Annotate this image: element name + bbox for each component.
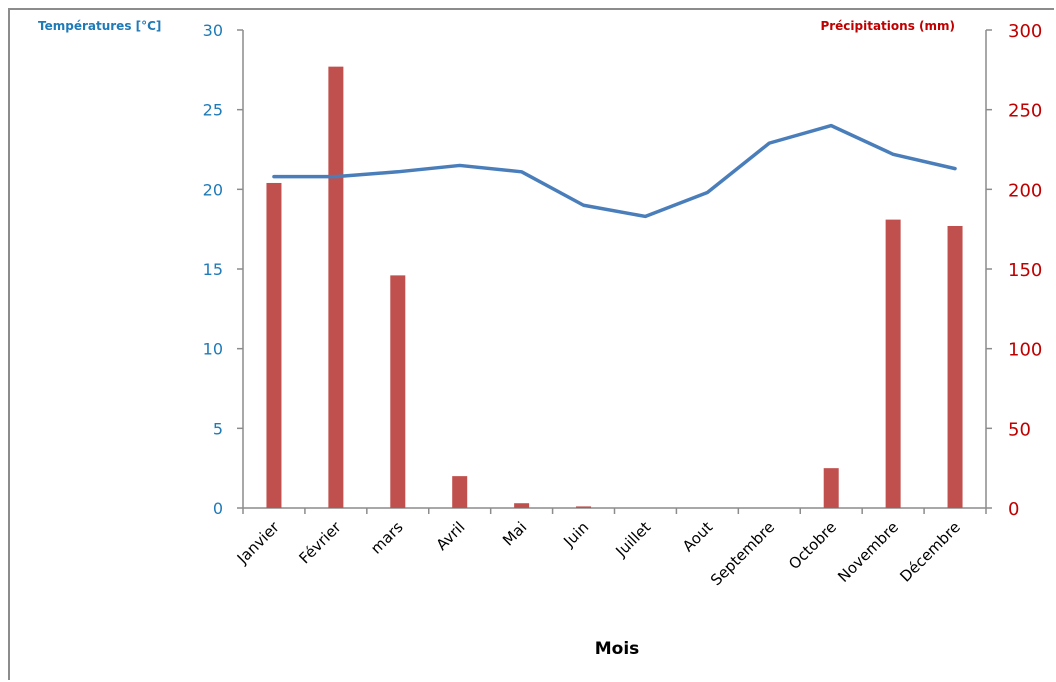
precipitation-bar	[390, 275, 406, 508]
right-tick-label: 150	[1008, 260, 1042, 281]
precipitation-bars-group	[266, 66, 963, 509]
right-tick-label: 200	[1008, 180, 1042, 201]
precipitation-bar	[576, 506, 592, 508]
precipitation-bar	[266, 182, 282, 508]
x-tick-label: Février	[295, 518, 345, 568]
right-axis-title: Précipitations (mm)	[820, 19, 955, 33]
right-tick-label: 300	[1008, 21, 1042, 42]
temperature-line	[272, 123, 957, 219]
left-tick-label: 30	[203, 21, 223, 40]
left-axis-title: Températures [°C]	[38, 19, 161, 33]
precipitation-bar	[514, 503, 530, 508]
axes-group	[237, 29, 992, 514]
x-tick-label: Juin	[559, 518, 592, 551]
x-tick-label: Septembre	[707, 518, 778, 589]
x-tick-label: Mai	[499, 518, 530, 549]
x-tick-label: Avril	[433, 518, 469, 554]
precipitation-bar	[452, 476, 468, 508]
precipitation-bar	[947, 225, 963, 509]
x-tick-label: Octobre	[785, 518, 840, 573]
right-tick-label: 50	[1008, 419, 1031, 440]
x-tick-label: Décembre	[896, 518, 964, 586]
precipitation-bar	[885, 219, 901, 508]
x-tick-label: Novembre	[834, 518, 902, 586]
x-axis-title: Mois	[595, 639, 640, 659]
left-tick-label: 0	[213, 499, 223, 518]
x-tick-label: Juillet	[611, 518, 654, 561]
right-tick-label: 0	[1008, 499, 1019, 520]
right-tick-label: 100	[1008, 340, 1042, 361]
precipitation-bar	[328, 66, 344, 508]
x-tick-label: mars	[367, 518, 407, 558]
right-tick-label: 250	[1008, 101, 1042, 122]
left-tick-label: 20	[203, 180, 223, 199]
left-tick-label: 5	[213, 419, 223, 438]
temperature-line-group	[272, 123, 957, 219]
x-tick-label: Janvier	[233, 518, 283, 568]
x-tick-label: Aout	[679, 518, 716, 555]
left-tick-label: 10	[203, 340, 223, 359]
precipitation-bar	[823, 468, 839, 508]
left-tick-label: 25	[203, 101, 223, 120]
left-tick-label: 15	[203, 260, 223, 279]
chart-frame	[8, 8, 1054, 680]
